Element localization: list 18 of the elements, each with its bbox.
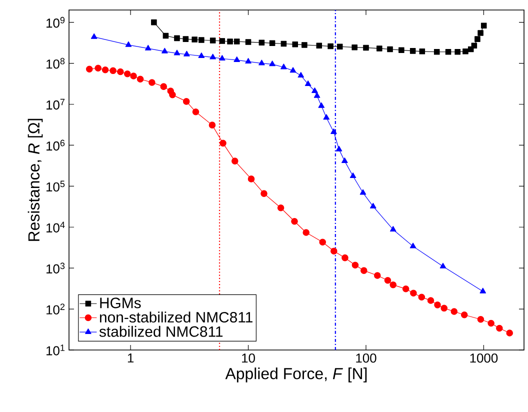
y-tick-label: 10$^{2}$ — [46, 304, 65, 314]
legend-label: stabilized NMC811 — [99, 326, 223, 337]
x-tick-label: 100 — [356, 354, 376, 363]
x-tick-label: 10 — [242, 354, 255, 363]
y-axis-title: Resistance, R [Ω] — [28, 118, 43, 241]
legend-label: HGMs — [100, 298, 141, 308]
y-tick-label: 10$^{9}$ — [46, 16, 65, 28]
y-tick-label: 10$^{7}$ — [46, 98, 65, 110]
y-tick-label: 10$^{3}$ — [46, 262, 65, 274]
x-tick-label: 1 — [128, 354, 134, 362]
y-tick-label: 10$^{8}$ — [46, 58, 65, 69]
y-tick-label: 10$^{4}$ — [46, 222, 65, 232]
x-axis-title: Applied Force, F [N] — [225, 368, 367, 382]
y-tick-label: 10$^{6}$ — [46, 140, 65, 151]
legend-label: non-stabilized NMC811 — [100, 312, 252, 323]
x-tick-label: 1000 — [470, 354, 498, 363]
y-tick-label: 10$^{1}$ — [46, 344, 65, 356]
y-tick-label: 10$^{5}$ — [46, 180, 65, 192]
